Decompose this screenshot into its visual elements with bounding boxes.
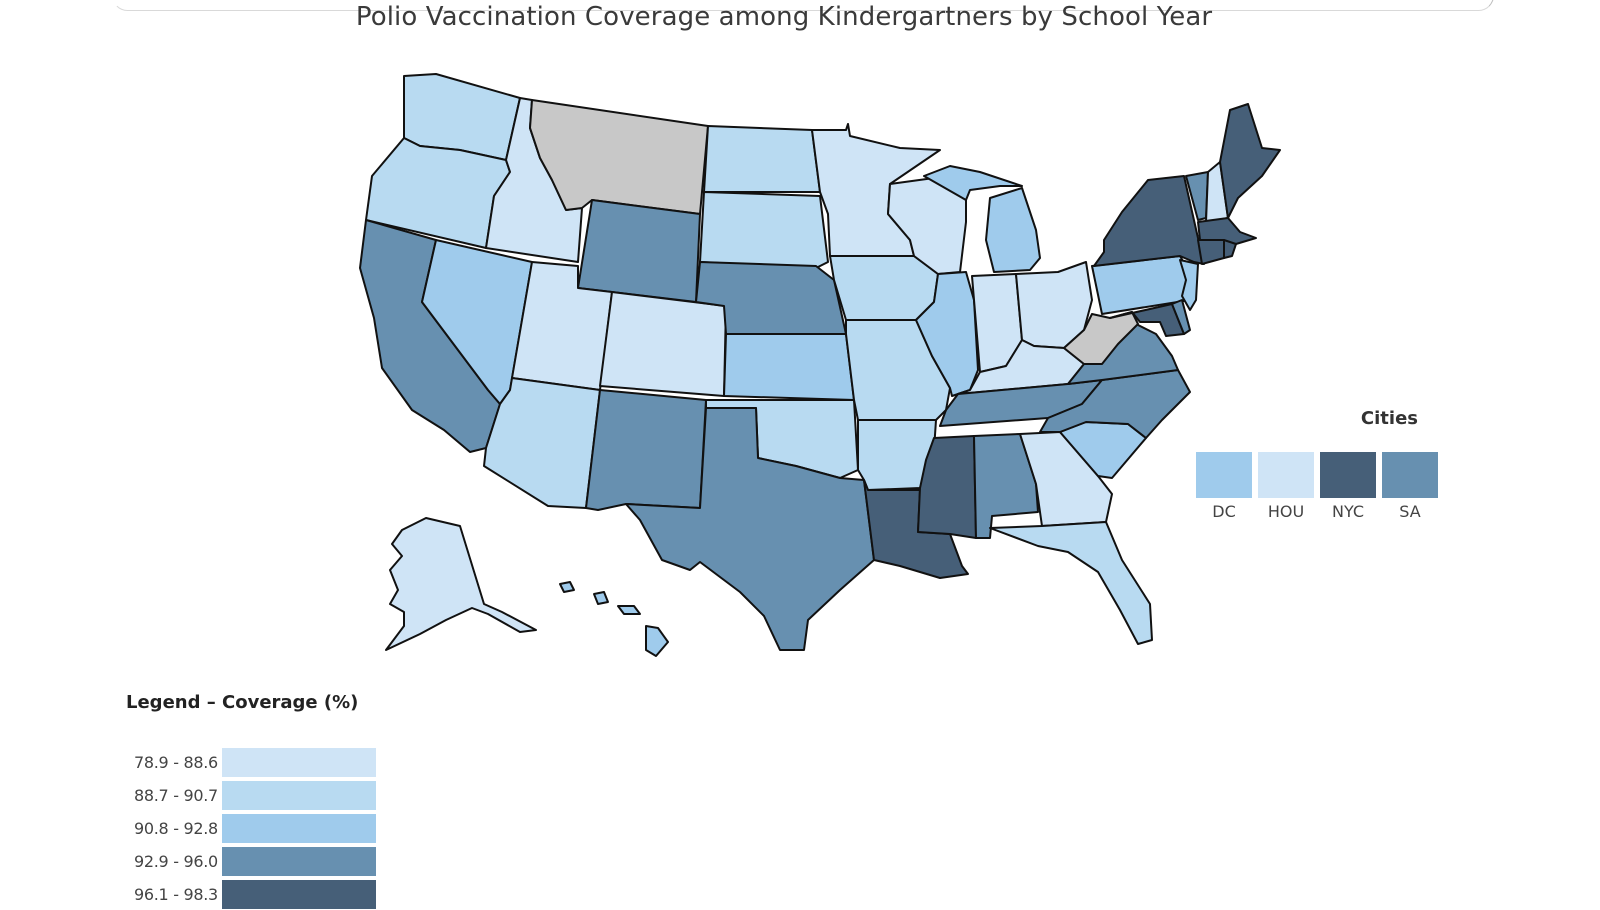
city-nyc[interactable]: NYC (1320, 452, 1376, 521)
legend-item: 88.7 - 90.7 (126, 781, 386, 811)
legend-title: Legend – Coverage (%) (126, 692, 359, 713)
state-il[interactable] (915, 271, 979, 397)
legend-swatch (222, 748, 376, 777)
state-nd[interactable] (703, 125, 821, 193)
state-hi-molokai[interactable] (617, 605, 641, 615)
legend-label: 78.9 - 88.6 (134, 753, 218, 772)
legend-item: 78.9 - 88.6 (126, 748, 386, 778)
state-ia[interactable] (829, 255, 939, 321)
state-nc[interactable] (1039, 369, 1191, 439)
city-hou[interactable]: HOU (1258, 452, 1314, 521)
state-de[interactable] (1171, 299, 1191, 335)
state-ks[interactable] (723, 333, 855, 401)
state-mt[interactable] (529, 99, 709, 215)
state-ak[interactable] (385, 517, 537, 651)
legend-swatch (222, 781, 376, 810)
page-title: Polio Vaccination Coverage among Kinderg… (355, 2, 1213, 32)
state-wv[interactable] (1063, 311, 1139, 365)
city-label: DC (1212, 502, 1236, 521)
legend-item: 90.8 - 92.8 (126, 814, 386, 844)
legend-item: 96.1 - 98.3 (126, 880, 386, 910)
legend-label: 92.9 - 96.0 (134, 852, 218, 871)
city-swatch (1196, 452, 1252, 498)
state-mi[interactable] (985, 187, 1041, 273)
city-label: HOU (1267, 502, 1305, 521)
legend-item: 92.9 - 96.0 (126, 847, 386, 877)
state-sd[interactable] (699, 191, 829, 269)
state-nj[interactable] (1179, 259, 1199, 311)
state-tx[interactable] (625, 407, 875, 651)
state-ct[interactable] (1197, 239, 1225, 265)
legend-label: 88.7 - 90.7 (134, 786, 218, 805)
legend-label: 90.8 - 92.8 (134, 819, 218, 838)
legend-swatch (222, 847, 376, 876)
city-sa[interactable]: SA (1382, 452, 1438, 521)
legend-swatch (222, 814, 376, 843)
state-me[interactable] (1219, 103, 1281, 219)
city-swatch (1258, 452, 1314, 498)
city-label: SA (1399, 502, 1421, 521)
city-swatch (1382, 452, 1438, 498)
state-wy[interactable] (577, 199, 701, 303)
state-ny[interactable] (1093, 175, 1205, 267)
state-co[interactable] (599, 291, 727, 397)
city-label: NYC (1331, 502, 1365, 521)
state-mi-upper[interactable] (923, 165, 1023, 201)
state-fl[interactable] (989, 521, 1153, 645)
city-swatch (1320, 452, 1376, 498)
state-hi-oahu[interactable] (559, 581, 575, 593)
state-ri[interactable] (1223, 239, 1237, 259)
legend-label: 96.1 - 98.3 (134, 885, 218, 904)
city-dc[interactable]: DC (1196, 452, 1252, 521)
cities-title: Cities (1360, 408, 1418, 429)
state-nm[interactable] (585, 389, 707, 511)
legend-swatch (222, 880, 376, 909)
coverage-legend: Legend – Coverage (%) 78.9 - 88.6 88.7 -… (126, 692, 376, 909)
state-hi-big-island[interactable] (645, 625, 669, 657)
state-hi-maui[interactable] (593, 591, 609, 605)
